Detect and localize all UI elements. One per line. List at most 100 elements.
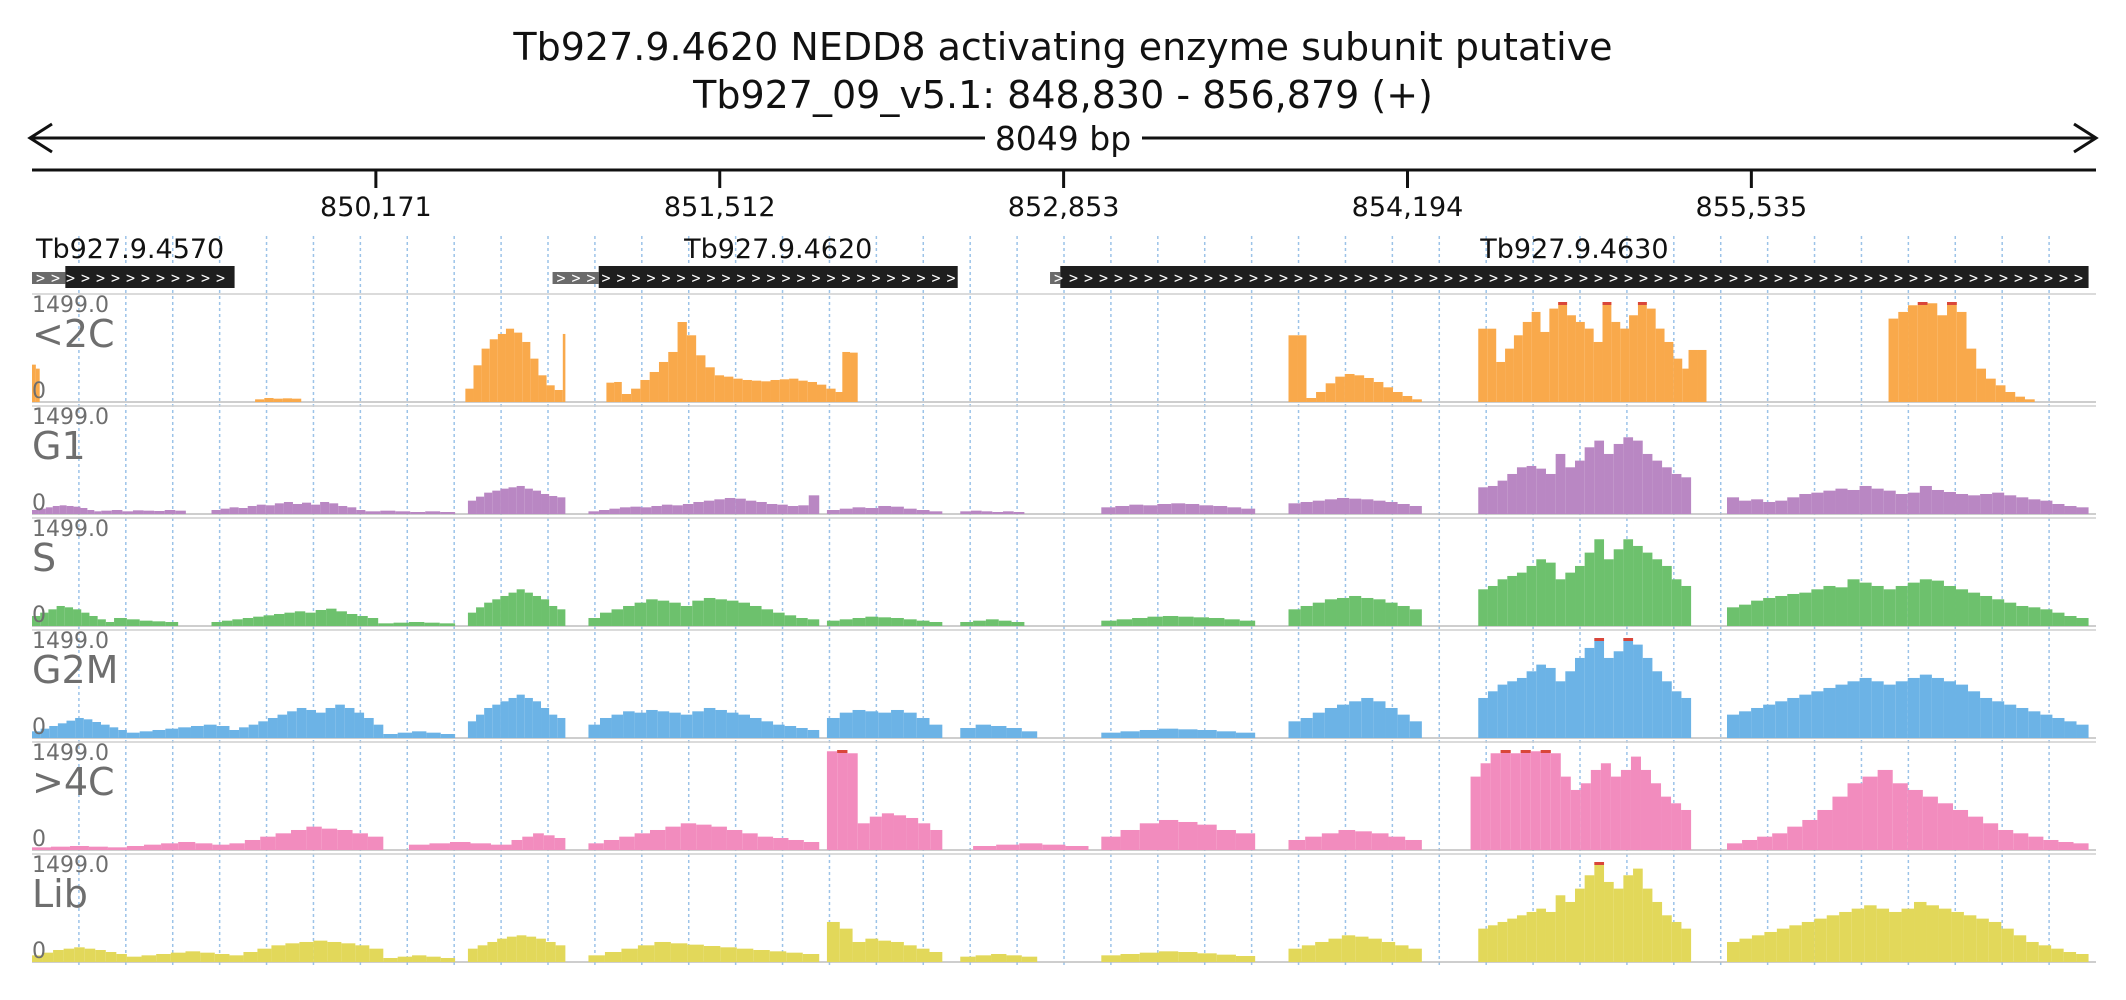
coverage-bar	[1021, 731, 1038, 738]
coverage-bar	[484, 492, 493, 514]
coverage-bar	[52, 505, 60, 514]
coverage-bar	[2028, 499, 2041, 514]
coverage-bar	[1312, 500, 1325, 514]
coverage-bar	[1931, 489, 1944, 514]
coverage-bar	[524, 592, 533, 626]
strand-arrow-icon: >	[947, 269, 956, 287]
coverage-bar	[326, 608, 337, 626]
coverage-bar	[1288, 609, 1301, 626]
coverage-bar	[285, 943, 300, 962]
strand-arrow-icon: >	[1189, 269, 1198, 287]
track-min-label: 0	[32, 827, 46, 852]
coverage-bar	[508, 487, 517, 514]
coverage-bar	[1652, 671, 1663, 738]
coverage-bar	[761, 721, 774, 738]
gene-utr	[1050, 272, 1061, 284]
coverage-bar	[1847, 489, 1860, 514]
coverage-bar	[367, 617, 379, 626]
coverage-bar	[1847, 681, 1860, 738]
coverage-bar	[1594, 862, 1605, 962]
coverage-bar	[492, 599, 501, 626]
strand-arrow-icon: >	[1534, 269, 1543, 287]
coverage-bar	[1655, 328, 1665, 402]
coverage-bar	[1775, 701, 1788, 738]
coverage-bar	[1751, 600, 1764, 626]
strand-arrow-icon: >	[1309, 269, 1318, 287]
strand-arrow-icon: >	[872, 269, 881, 287]
coverage-bar	[1575, 460, 1585, 514]
coverage-bar	[505, 328, 515, 402]
coverage-bar	[562, 333, 566, 402]
coverage-bar	[532, 701, 542, 738]
coverage-bar	[1642, 657, 1653, 738]
coverage-bar	[646, 599, 658, 626]
coverage-bar	[1397, 714, 1410, 738]
coverage-bar	[126, 956, 142, 962]
coverage-bar	[143, 844, 162, 850]
track-name: G1	[32, 424, 86, 468]
coverage-bar	[321, 828, 338, 850]
coverage-bar	[476, 607, 485, 626]
coverage-bar	[1671, 473, 1682, 514]
coverage-bar	[1907, 492, 1920, 514]
coverage-bar	[693, 501, 704, 514]
coverage-bar	[2038, 945, 2052, 962]
coverage-bar	[1139, 952, 1160, 962]
coverage-bar	[1139, 729, 1160, 738]
coverage-bar	[786, 952, 803, 962]
strand-arrow-icon: >	[692, 269, 701, 287]
coverage-bar	[1620, 769, 1631, 850]
coverage-bar	[64, 607, 74, 626]
strand-arrow-icon: >	[2014, 269, 2023, 287]
coverage-bar	[83, 719, 93, 738]
coverage-bar	[715, 709, 727, 738]
coverage-bar	[1851, 908, 1865, 962]
span-arrow-left-icon	[27, 122, 53, 154]
coverage-bar	[2052, 717, 2065, 738]
coverage-bar	[1883, 490, 1896, 514]
coverage-bar	[549, 714, 558, 738]
coverage-bar	[1811, 589, 1824, 626]
coverage-bar	[1847, 783, 1863, 850]
coverage-bar	[1862, 776, 1878, 850]
coverage-bar	[1288, 335, 1298, 402]
coverage-bar	[263, 615, 275, 626]
coverage-bar	[1478, 328, 1488, 402]
strand-arrow-icon: >	[782, 269, 791, 287]
coverage-bar	[1412, 399, 1422, 402]
coverage-bar	[960, 621, 974, 626]
coverage-bar	[1478, 928, 1488, 962]
coverage-bar	[1917, 302, 1928, 402]
coverage-bar	[175, 510, 186, 514]
coverage-bar	[1681, 697, 1692, 738]
coverage-bar	[299, 941, 314, 962]
track-name: Lib	[32, 872, 88, 916]
coverage-bar	[118, 729, 127, 738]
coverage-bar	[139, 620, 153, 626]
coverage-bar	[881, 813, 894, 850]
coverage-bar	[1604, 881, 1614, 962]
coverage-bar	[1101, 836, 1121, 850]
coverage-bar	[1832, 796, 1848, 850]
coverage-bar	[588, 955, 605, 962]
coverage-bar	[865, 616, 879, 626]
gene-label: Tb927.9.4620	[683, 234, 872, 265]
coverage-bar	[657, 600, 670, 626]
strand-arrow-icon: >	[1864, 269, 1873, 287]
coverage-bar	[1324, 707, 1337, 738]
coverage-bar	[2001, 928, 2014, 962]
coverage-bar	[1297, 335, 1307, 402]
coverage-bar	[1336, 497, 1350, 514]
coverage-bar	[773, 837, 789, 850]
coverage-bar	[1344, 373, 1355, 402]
coverage-bar	[364, 717, 374, 738]
strand-arrow-icon: >	[1084, 269, 1093, 287]
strand-arrow-icon: >	[1939, 269, 1948, 287]
coverage-bar	[477, 945, 488, 962]
coverage-bar	[1526, 465, 1537, 514]
coverage-bar	[640, 379, 650, 402]
strand-arrow-icon: >	[1819, 269, 1828, 287]
coverage-bar	[265, 505, 275, 514]
strand-arrow-icon: >	[1264, 269, 1273, 287]
coverage-bar	[973, 620, 986, 626]
